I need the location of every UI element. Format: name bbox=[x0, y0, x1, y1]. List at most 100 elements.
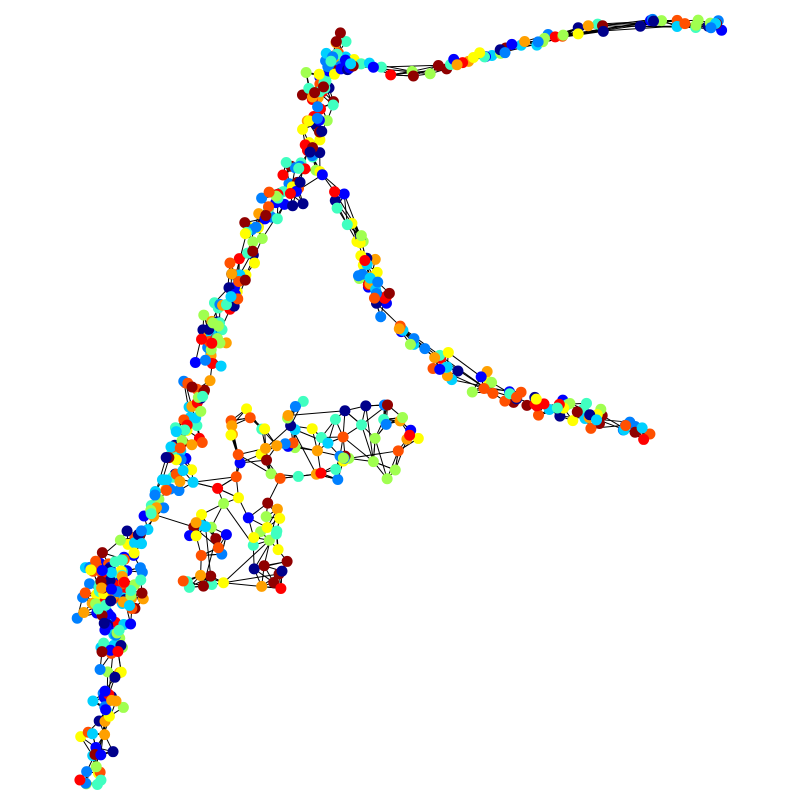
node bbox=[135, 574, 147, 586]
node bbox=[360, 400, 372, 412]
node bbox=[87, 695, 99, 707]
node bbox=[99, 729, 111, 741]
node bbox=[187, 476, 199, 488]
node bbox=[250, 221, 262, 233]
node bbox=[99, 685, 111, 697]
node bbox=[241, 403, 253, 415]
node bbox=[196, 333, 208, 345]
node bbox=[289, 400, 301, 412]
node bbox=[105, 595, 117, 607]
node bbox=[271, 503, 283, 515]
node bbox=[212, 482, 224, 494]
node bbox=[232, 449, 244, 461]
node bbox=[375, 311, 387, 323]
node bbox=[94, 663, 106, 675]
node bbox=[434, 363, 446, 375]
node bbox=[170, 426, 182, 438]
node bbox=[705, 22, 717, 34]
node bbox=[304, 146, 316, 158]
node bbox=[234, 457, 246, 469]
node bbox=[325, 55, 337, 67]
node bbox=[404, 338, 416, 350]
node bbox=[109, 671, 121, 683]
node bbox=[259, 423, 271, 435]
node bbox=[260, 511, 272, 523]
node bbox=[327, 99, 339, 111]
node bbox=[281, 555, 293, 567]
nodes bbox=[71, 13, 728, 790]
node bbox=[78, 607, 90, 619]
node bbox=[303, 115, 315, 127]
node bbox=[367, 456, 379, 468]
node bbox=[551, 402, 563, 414]
node bbox=[260, 442, 272, 454]
node bbox=[263, 534, 275, 546]
node bbox=[260, 209, 272, 221]
node bbox=[96, 547, 108, 559]
node bbox=[318, 81, 330, 93]
node bbox=[521, 399, 533, 411]
node bbox=[487, 387, 499, 399]
edge bbox=[342, 436, 374, 462]
node bbox=[499, 47, 511, 59]
node bbox=[567, 415, 579, 427]
node bbox=[297, 198, 309, 210]
node bbox=[261, 454, 273, 466]
node bbox=[110, 695, 122, 707]
node bbox=[226, 420, 238, 432]
node bbox=[160, 474, 172, 486]
node bbox=[174, 442, 186, 454]
node bbox=[136, 587, 148, 599]
node bbox=[197, 390, 209, 402]
node bbox=[212, 320, 224, 332]
node bbox=[271, 525, 283, 537]
node bbox=[369, 253, 381, 265]
node bbox=[407, 70, 419, 82]
node bbox=[467, 52, 479, 64]
node bbox=[256, 192, 268, 204]
node bbox=[429, 352, 441, 364]
node bbox=[271, 440, 283, 452]
node bbox=[92, 603, 104, 615]
node bbox=[582, 20, 594, 32]
node bbox=[186, 381, 198, 393]
node bbox=[74, 774, 86, 786]
node bbox=[149, 489, 161, 501]
node bbox=[212, 542, 224, 554]
edge bbox=[288, 410, 345, 416]
node bbox=[306, 423, 318, 435]
edge bbox=[374, 438, 388, 479]
node bbox=[90, 555, 102, 567]
node bbox=[638, 433, 650, 445]
node bbox=[279, 438, 291, 450]
node bbox=[389, 464, 401, 476]
node bbox=[195, 549, 207, 561]
node bbox=[452, 365, 464, 377]
node bbox=[248, 531, 260, 543]
node bbox=[369, 432, 381, 444]
node bbox=[311, 112, 323, 124]
node bbox=[105, 566, 117, 578]
node bbox=[265, 468, 277, 480]
node bbox=[380, 418, 392, 430]
node bbox=[95, 774, 107, 786]
node bbox=[84, 578, 96, 590]
edge bbox=[237, 454, 272, 475]
node bbox=[591, 414, 603, 426]
node bbox=[86, 728, 98, 740]
node bbox=[331, 202, 343, 214]
node bbox=[557, 29, 569, 41]
node bbox=[128, 547, 140, 559]
node bbox=[177, 465, 189, 477]
node bbox=[210, 533, 222, 545]
node bbox=[585, 422, 597, 434]
node bbox=[656, 15, 668, 27]
node bbox=[198, 309, 210, 321]
node bbox=[381, 473, 393, 485]
node bbox=[292, 470, 304, 482]
node bbox=[247, 236, 259, 248]
node bbox=[174, 475, 186, 487]
node bbox=[424, 68, 436, 80]
node bbox=[314, 134, 326, 146]
node bbox=[280, 157, 292, 169]
